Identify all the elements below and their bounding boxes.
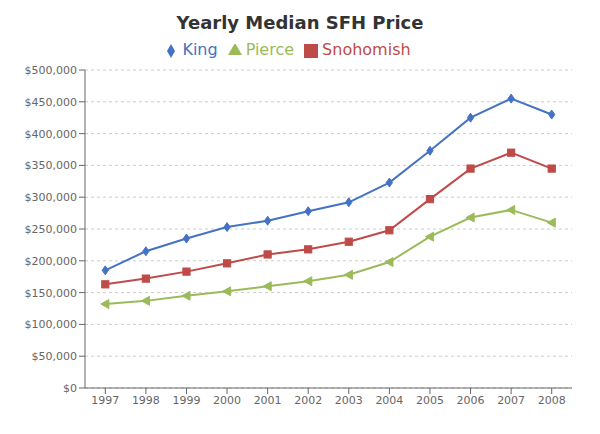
svg-text:$0: $0 (63, 382, 77, 395)
svg-text:$450,000: $450,000 (25, 96, 78, 109)
svg-text:2006: 2006 (457, 394, 485, 407)
svg-text:$400,000: $400,000 (25, 128, 78, 141)
svg-text:2004: 2004 (375, 394, 403, 407)
svg-text:$200,000: $200,000 (25, 255, 78, 268)
svg-text:$300,000: $300,000 (25, 191, 78, 204)
svg-text:2003: 2003 (335, 394, 363, 407)
svg-text:2001: 2001 (254, 394, 282, 407)
html-text:Snohomish: Snohomish (322, 40, 411, 59)
svg-text:$500,000: $500,000 (25, 64, 78, 77)
html-text:Pierce: Pierce (245, 40, 295, 59)
svg-text:2005: 2005 (416, 394, 444, 407)
svg-text:2007: 2007 (497, 394, 525, 407)
svg-text:1997: 1997 (91, 394, 119, 407)
svg-text:2002: 2002 (294, 394, 322, 407)
svg-text:2000: 2000 (213, 394, 241, 407)
html-text:Yearly Median SFH Price: Yearly Median SFH Price (176, 12, 424, 33)
svg-text:$50,000: $50,000 (32, 350, 78, 363)
svg-text:1999: 1999 (172, 394, 200, 407)
svg-text:$350,000: $350,000 (25, 159, 78, 172)
svg-text:$150,000: $150,000 (25, 287, 78, 300)
svg-text:$250,000: $250,000 (25, 223, 78, 236)
svg-text:$100,000: $100,000 (25, 318, 78, 331)
svg-text:1998: 1998 (132, 394, 160, 407)
html-text:King: King (182, 40, 218, 59)
svg-text:2008: 2008 (538, 394, 566, 407)
